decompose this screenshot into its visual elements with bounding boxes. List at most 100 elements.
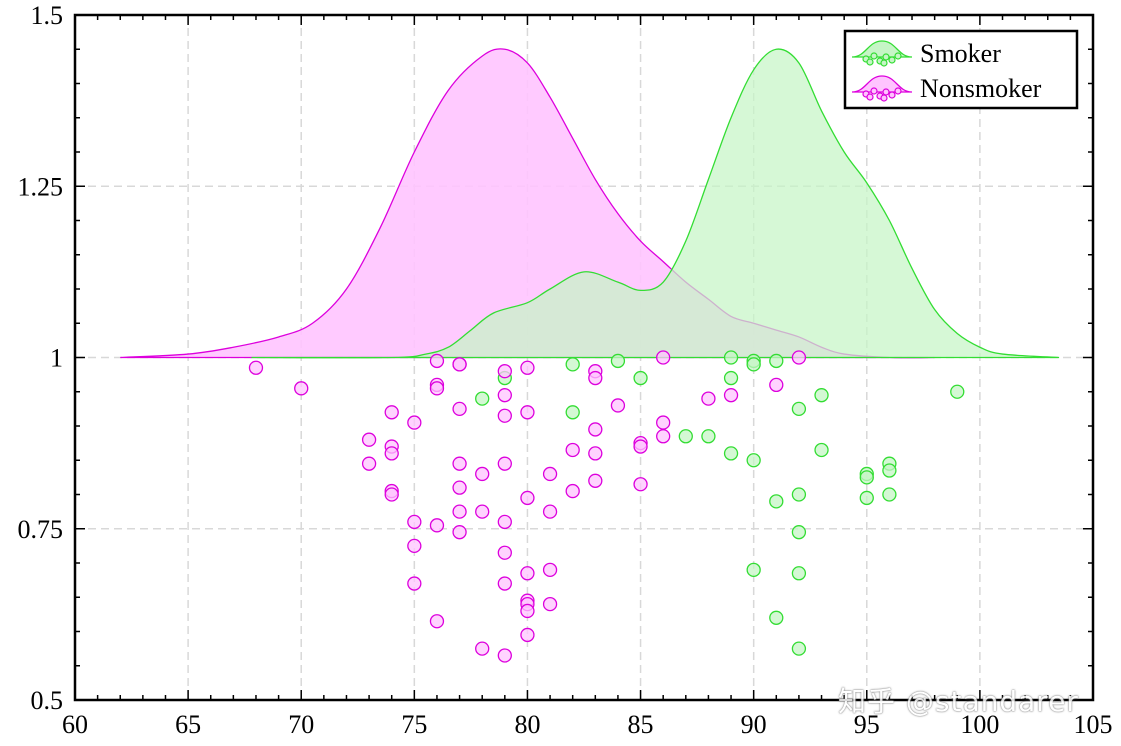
- nonsmoker-point: [520, 603, 535, 619]
- smoker-point: [769, 610, 784, 625]
- smoker-point: [746, 357, 761, 372]
- nonsmoker-point: [429, 353, 445, 369]
- smoker-legend-dot: [894, 52, 902, 60]
- nonsmoker-point: [497, 514, 512, 530]
- nonsmoker-point: [633, 477, 648, 492]
- smoker-point: [565, 405, 580, 420]
- nonsmoker-legend-dot: [894, 87, 902, 95]
- smoker-legend-label: Smoker: [920, 39, 1001, 68]
- nonsmoker-point: [497, 576, 512, 591]
- nonsmoker-point: [248, 360, 264, 375]
- nonsmoker-point: [294, 381, 309, 396]
- x-tick-label: 85: [628, 710, 654, 739]
- smoker-density-curve: [251, 48, 1060, 359]
- nonsmoker-point: [656, 429, 671, 444]
- nonsmoker-point: [520, 627, 535, 643]
- nonsmoker-point: [542, 562, 558, 577]
- nonsmoker-point: [497, 388, 512, 403]
- nonsmoker-legend-dot: [870, 87, 878, 95]
- nonsmoker-point: [429, 518, 445, 533]
- nonsmoker-point: [588, 446, 603, 461]
- legend: Smoker Nonsmoker: [843, 29, 1079, 110]
- nonsmoker-point: [565, 483, 580, 499]
- nonsmoker-point: [452, 525, 467, 540]
- nonsmoker-point: [633, 439, 648, 454]
- nonsmoker-point: [452, 456, 467, 471]
- smoker-legend-dot: [870, 52, 878, 60]
- nonsmoker-point: [520, 405, 535, 420]
- smoker-point: [633, 370, 648, 386]
- x-tick-label: 90: [741, 710, 767, 739]
- y-tick-label: 1.5: [31, 1, 64, 30]
- nonsmoker-point: [384, 446, 399, 461]
- nonsmoker-point: [588, 370, 603, 386]
- nonsmoker-point: [452, 357, 467, 372]
- smoker-point: [791, 566, 807, 581]
- nonsmoker-point: [497, 364, 512, 379]
- nonsmoker-point: [452, 504, 467, 519]
- axes: 60 65 70 75 80 85 90 95 100 105 0.5 0.75 1 1.25 1.5: [18, 1, 1113, 739]
- nonsmoker-point: [497, 648, 512, 663]
- smoker-point: [814, 442, 829, 458]
- smoker-point: [791, 487, 807, 502]
- nonsmoker-point: [384, 405, 399, 420]
- nonsmoker-point: [656, 415, 671, 430]
- smoker-legend-dot: [882, 53, 890, 61]
- x-tick-label: 70: [288, 710, 314, 739]
- x-tick-label: 100: [960, 710, 999, 739]
- smoker-point: [791, 525, 807, 540]
- smoker-point: [859, 470, 874, 485]
- x-tick-label: 60: [62, 710, 88, 739]
- nonsmoker-legend-dot: [888, 91, 896, 99]
- smoker-point: [723, 446, 739, 461]
- y-tick-label: 1.25: [18, 172, 64, 201]
- nonsmoker-point: [542, 596, 558, 612]
- smoker-point: [701, 429, 716, 444]
- nonsmoker-point: [361, 456, 377, 471]
- smoker-legend-entry: Smoker: [851, 39, 1001, 68]
- nonsmoker-point: [407, 576, 422, 591]
- y-tick-label: 0.75: [18, 515, 64, 544]
- smoker-point: [475, 391, 490, 406]
- density-curves: [120, 48, 1060, 359]
- nonsmoker-point: [656, 350, 671, 365]
- nonsmoker-point: [588, 473, 603, 488]
- nonsmoker-point: [452, 401, 467, 417]
- nonsmoker-point: [520, 490, 535, 506]
- nonsmoker-point: [475, 466, 490, 482]
- smoker-point: [769, 494, 784, 509]
- nonsmoker-point: [429, 614, 445, 629]
- nonsmoker-point: [407, 415, 422, 430]
- nonsmoker-point: [497, 545, 512, 560]
- nonsmoker-point: [520, 566, 535, 581]
- smoker-point: [814, 388, 829, 403]
- nonsmoker-legend-dot: [882, 88, 890, 96]
- nonsmoker-point: [384, 487, 399, 502]
- nonsmoker-point: [497, 456, 512, 471]
- smoker-point: [791, 401, 807, 417]
- nonsmoker-point: [610, 398, 626, 413]
- smoker-point: [950, 384, 965, 399]
- nonsmoker-point: [791, 350, 807, 365]
- smoker-point: [882, 487, 897, 502]
- nonsmoker-legend-dot: [880, 94, 888, 102]
- x-tick-label: 65: [175, 710, 201, 739]
- smoker-point: [610, 353, 626, 369]
- smoker-point: [678, 429, 693, 444]
- nonsmoker-point: [565, 442, 580, 458]
- nonsmoker-legend-dot: [866, 93, 874, 101]
- smoker-point: [859, 490, 874, 506]
- nonsmoker-point: [429, 381, 445, 396]
- nonsmoker-legend-label: Nonsmoker: [920, 74, 1042, 103]
- smoker-point: [723, 370, 739, 386]
- smoker-legend-dot: [866, 58, 874, 66]
- watermark: 知乎 @standarer: [838, 685, 1079, 718]
- x-tick-label: 75: [401, 710, 427, 739]
- smoker-point: [746, 562, 761, 577]
- nonsmoker-point: [542, 504, 558, 519]
- x-tick-label: 105: [1074, 710, 1113, 739]
- y-tick-label: 0.5: [31, 686, 64, 715]
- nonsmoker-point: [361, 432, 377, 447]
- nonsmoker-point: [475, 641, 490, 656]
